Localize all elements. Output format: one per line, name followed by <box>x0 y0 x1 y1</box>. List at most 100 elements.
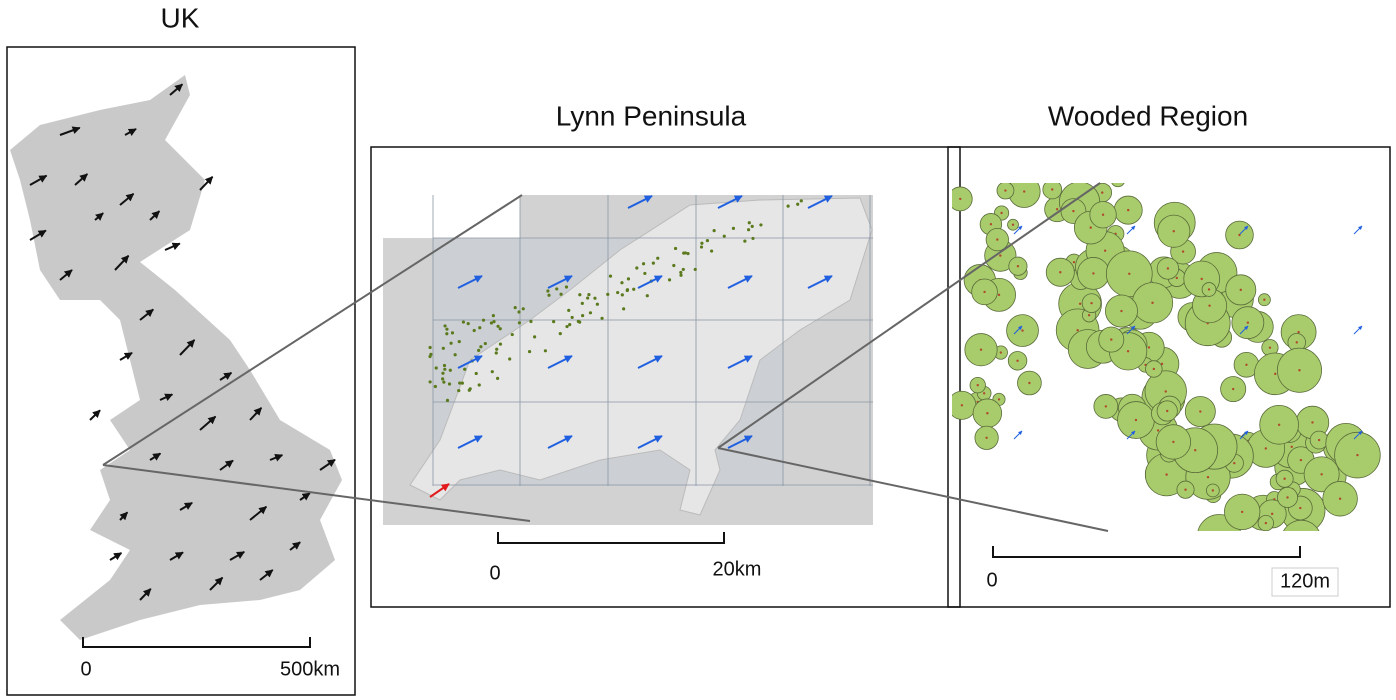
tree-trunk <box>1172 441 1174 443</box>
panel-title: Lynn Peninsula <box>556 100 747 131</box>
tree-trunk <box>1263 299 1265 301</box>
tree-trunk <box>1207 476 1209 478</box>
tree-trunk <box>1117 179 1119 181</box>
wind-arrow <box>901 227 909 233</box>
tree-trunk <box>1299 507 1301 509</box>
tree-trunk <box>1283 478 1285 480</box>
tree-trunk <box>996 238 998 240</box>
vegetation <box>478 383 481 386</box>
tree-trunk <box>1247 321 1249 323</box>
tree-trunk <box>1296 341 1298 343</box>
tree-trunk <box>1059 271 1061 273</box>
tree-trunk <box>983 291 985 293</box>
tree-trunk <box>1101 191 1103 193</box>
tree-trunk <box>1199 410 1201 412</box>
wind-arrow <box>1354 326 1362 334</box>
vegetation <box>700 245 703 248</box>
vegetation <box>544 349 547 352</box>
vegetation <box>443 364 446 367</box>
tree-trunk <box>959 198 961 200</box>
vegetation <box>710 249 713 252</box>
vegetation <box>567 309 570 312</box>
tree-trunk <box>1004 189 1006 191</box>
tree-trunk <box>980 349 982 351</box>
vegetation <box>477 349 480 352</box>
tree-trunk <box>1208 304 1210 306</box>
tree-trunk <box>983 392 985 394</box>
vegetation <box>606 293 609 296</box>
vegetation <box>457 389 460 392</box>
tree-trunk <box>1153 368 1155 370</box>
vegetation <box>533 335 536 338</box>
vegetation <box>508 357 511 360</box>
vegetation <box>596 303 599 306</box>
tree-trunk <box>1356 454 1358 456</box>
vegetation <box>682 268 685 271</box>
vegetation <box>620 281 623 284</box>
vegetation <box>428 355 431 358</box>
vegetation <box>713 229 716 232</box>
scale-label: 0 <box>489 562 500 584</box>
vegetation <box>635 266 638 269</box>
tree-trunk <box>1148 346 1150 348</box>
vegetation <box>748 221 751 224</box>
vegetation <box>467 322 470 325</box>
tree-trunk <box>1056 208 1058 210</box>
uk-land <box>10 75 342 640</box>
vegetation <box>473 329 476 332</box>
vegetation <box>479 345 482 348</box>
vegetation <box>491 370 494 373</box>
tree-trunk <box>1127 209 1129 211</box>
tree-trunk <box>1320 473 1322 475</box>
vegetation <box>679 271 682 274</box>
tree-trunk <box>1090 226 1092 228</box>
vegetation <box>492 314 495 317</box>
vegetation <box>468 389 471 392</box>
tree-trunk <box>1104 250 1106 252</box>
vegetation <box>463 368 466 371</box>
vegetation <box>496 377 499 380</box>
vegetation <box>747 228 750 231</box>
tree-trunk <box>990 223 992 225</box>
vegetation <box>448 382 451 385</box>
tree-trunk <box>1073 261 1075 263</box>
tree-trunk <box>961 404 963 406</box>
wind-arrow <box>1354 226 1362 234</box>
scale-bar <box>83 637 310 647</box>
wind-arrow <box>901 327 909 333</box>
tree-trunk <box>1017 265 1019 267</box>
vegetation <box>652 262 655 265</box>
tree-trunk <box>1318 439 1320 441</box>
scale-bar <box>498 532 724 543</box>
vegetation <box>495 348 498 351</box>
vegetation <box>723 235 726 238</box>
vegetation <box>429 380 432 383</box>
tree-trunk <box>1076 329 1078 331</box>
tree-trunk <box>1218 535 1220 537</box>
vegetation <box>571 316 574 319</box>
tree-crown <box>1111 173 1125 187</box>
vegetation <box>559 293 562 296</box>
vegetation <box>451 331 454 334</box>
vegetation <box>787 205 790 208</box>
vegetation <box>441 377 444 380</box>
vegetation <box>759 223 762 226</box>
tree-trunk <box>1339 498 1341 500</box>
vegetation <box>529 320 532 323</box>
tree-trunk <box>1000 351 1002 353</box>
tree-trunk <box>1157 429 1159 431</box>
wind-arrow <box>1014 431 1022 439</box>
panel-title: UK <box>161 2 200 33</box>
vegetation <box>552 320 555 323</box>
vegetation <box>514 306 517 309</box>
tree-trunk <box>1028 382 1030 384</box>
vegetation <box>646 294 649 297</box>
vegetation <box>445 332 448 335</box>
tree-trunk <box>1167 267 1169 269</box>
vegetation <box>568 323 571 326</box>
vegetation <box>743 239 746 242</box>
scale-bar <box>993 546 1300 557</box>
tree-trunk <box>1300 539 1302 541</box>
vegetation <box>632 288 635 291</box>
tree-trunk <box>1265 447 1267 449</box>
